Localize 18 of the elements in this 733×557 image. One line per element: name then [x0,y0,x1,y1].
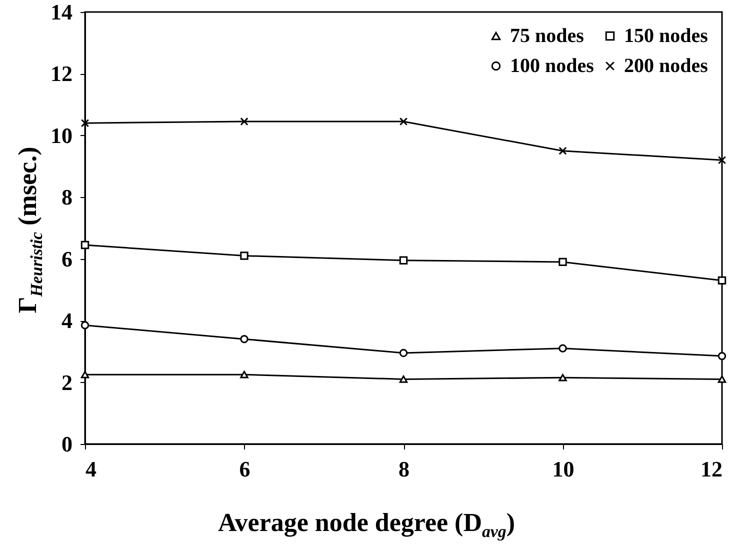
x-tick-label: 4 [86,456,96,482]
y-tick-label: 10 [50,122,72,148]
y-tick-label: 2 [62,370,72,395]
x-tick-label: 10 [552,456,574,482]
x-axis-title: Average node degree (D$_{avg}$) [216,508,516,542]
legend-label: 100 nodes [510,55,594,77]
y-tick-label: 8 [62,184,72,210]
legend-label: 150 nodes [624,25,708,47]
y-tick-label: 14 [50,0,72,24]
y-tick-label: 6 [62,246,72,272]
legend-label: 200 nodes [624,55,708,77]
legend-label: 75 nodes [510,25,584,47]
y-tick-label: 4 [62,308,72,334]
x-tick-label: 8 [398,456,410,482]
y-tick-label: 12 [50,61,72,86]
x-tick-label: 12 [700,456,722,482]
x-tick-label: 6 [239,456,250,482]
y-tick-label: 0 [62,432,72,456]
